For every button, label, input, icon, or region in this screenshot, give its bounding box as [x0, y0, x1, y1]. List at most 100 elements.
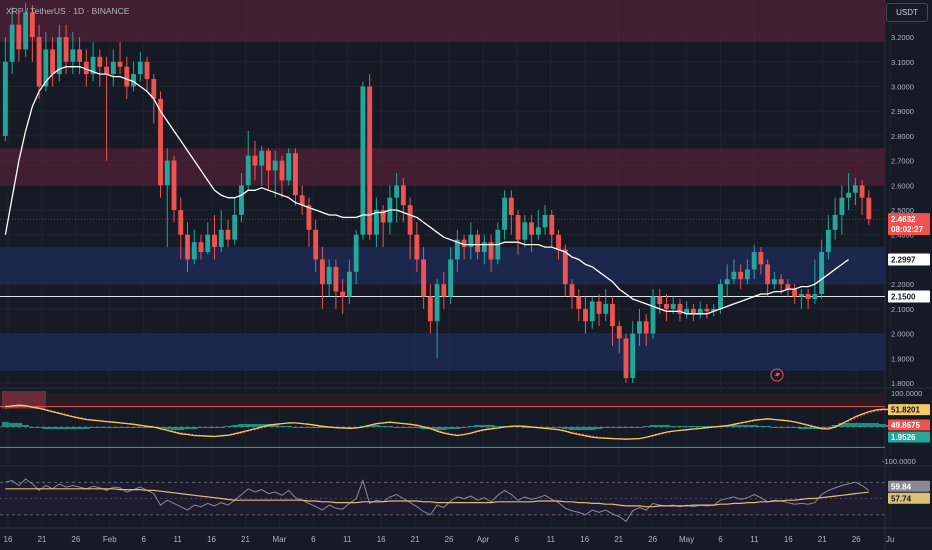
osc-histogram-bar	[595, 427, 603, 430]
candle-body	[616, 326, 622, 339]
candle-body	[164, 160, 170, 186]
candle	[825, 214, 831, 260]
candle	[259, 145, 265, 186]
candle-body	[131, 74, 136, 87]
candle-body	[191, 242, 197, 260]
osc-histogram-bar	[8, 422, 16, 427]
candle	[144, 56, 150, 92]
candle-body	[124, 66, 130, 87]
osc-histogram-bar	[588, 427, 596, 431]
candle	[23, 2, 29, 57]
candle	[293, 148, 298, 206]
price-tick-label: 1.8000	[891, 379, 914, 388]
candle-body	[427, 296, 433, 322]
candles	[2, 2, 872, 383]
candle	[623, 333, 629, 383]
candle-body	[657, 296, 663, 304]
time-tick-label: Feb	[103, 535, 117, 544]
candle-body	[704, 308, 710, 312]
candle-body	[279, 160, 285, 181]
candle	[778, 274, 784, 295]
candle	[131, 61, 136, 92]
candle-body	[481, 242, 487, 253]
candle	[56, 24, 62, 82]
candle-body	[488, 242, 494, 260]
candle	[502, 190, 507, 240]
candle-body	[421, 259, 427, 297]
countdown-label: 08:02:27	[891, 225, 924, 234]
osc-histogram-bar	[386, 425, 394, 427]
osc-histogram-bar	[89, 427, 97, 429]
time-tick-label: 21	[37, 535, 46, 544]
candle-body	[441, 284, 447, 297]
time-tick-label: 16	[580, 535, 589, 544]
osc-histogram-bar	[777, 427, 785, 429]
candle	[29, 4, 35, 62]
candle-body	[97, 56, 103, 67]
osc-histogram-bar	[244, 423, 252, 427]
osc-histogram-bar	[211, 427, 218, 429]
candle	[333, 259, 339, 309]
candle	[630, 321, 636, 383]
osc-value-label: 1.9526	[891, 433, 916, 442]
osc-histogram-bar	[35, 427, 43, 429]
candle	[110, 49, 116, 87]
osc-histogram-bar	[143, 427, 151, 429]
osc-histogram-bar	[811, 427, 819, 430]
osc-histogram-bar	[42, 427, 50, 430]
candle	[731, 259, 737, 285]
candle-body	[448, 259, 454, 297]
candle-body	[744, 269, 750, 280]
candle-body	[185, 234, 190, 260]
candle	[515, 210, 521, 255]
candle-body	[556, 234, 561, 250]
candle	[738, 264, 744, 290]
candle-body	[785, 284, 791, 290]
currency-button[interactable]: USDT	[886, 3, 928, 22]
candle-body	[529, 222, 534, 235]
osc-histogram-bar	[298, 427, 306, 429]
osc-histogram-bar	[190, 427, 198, 430]
candle-body	[144, 61, 150, 80]
candle-body	[178, 210, 184, 235]
candle	[481, 234, 487, 265]
osc-histogram-bar	[400, 427, 407, 429]
moving-average-line	[4, 66, 849, 315]
candle	[556, 229, 561, 260]
osc-signal-line	[5, 405, 890, 440]
price-tick-label: 2.9000	[891, 107, 914, 116]
osc-histogram-bar	[851, 422, 859, 427]
osc-histogram-bar	[575, 427, 583, 431]
candle	[798, 289, 804, 309]
osc-value-label-bg	[888, 404, 930, 416]
osc-histogram-bar	[804, 427, 812, 430]
candle-body	[259, 150, 265, 166]
candle-body	[70, 49, 76, 62]
candle-body	[2, 61, 8, 136]
candle-body	[225, 229, 231, 240]
candle	[36, 24, 42, 99]
candle	[225, 219, 231, 248]
candle-body	[643, 321, 649, 334]
candle	[610, 296, 615, 346]
candle-body	[110, 61, 116, 75]
osc-tick-label: 100.0000	[891, 389, 922, 398]
candle-body	[825, 229, 831, 253]
candle	[421, 247, 427, 309]
candle-body	[603, 303, 609, 314]
candle-body	[63, 37, 69, 62]
overbought-zone	[0, 393, 885, 407]
candle	[529, 214, 534, 253]
candle-body	[23, 12, 29, 50]
osc-histogram-bar	[292, 427, 299, 428]
osc-value-label-bg	[888, 419, 930, 431]
candle	[16, 12, 22, 62]
candle	[684, 301, 690, 319]
candle-body	[852, 185, 858, 193]
osc-histogram-bar	[824, 427, 832, 429]
osc-histogram-bar	[413, 427, 421, 429]
candle-body	[846, 192, 852, 198]
candle	[191, 229, 197, 265]
supply-zone	[0, 0, 885, 43]
